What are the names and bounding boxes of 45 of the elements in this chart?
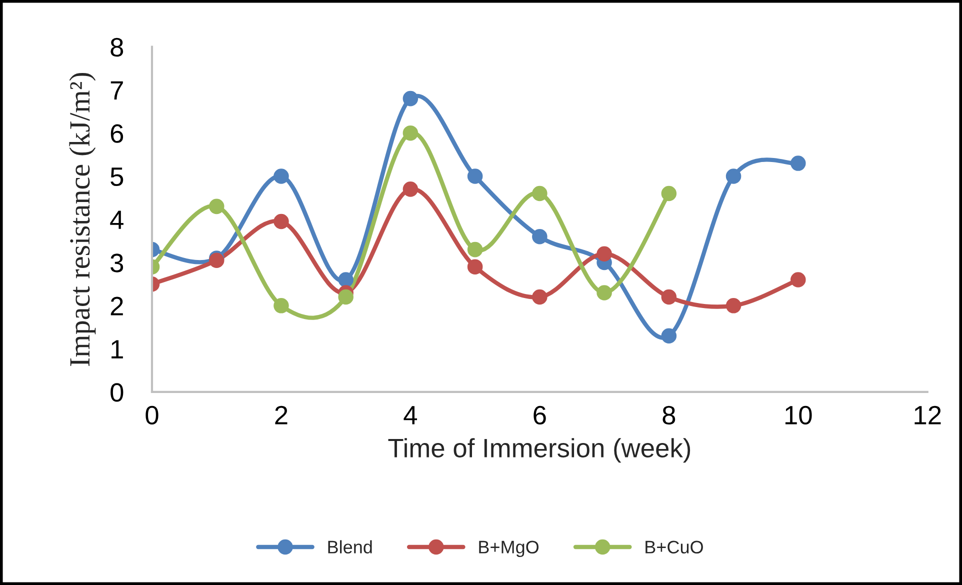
point bbox=[790, 272, 806, 288]
point bbox=[532, 186, 548, 202]
point bbox=[402, 90, 418, 106]
point bbox=[467, 168, 483, 184]
y-tick-label: 4 bbox=[110, 210, 124, 229]
y-tick-label: 8 bbox=[110, 38, 124, 57]
point bbox=[726, 168, 742, 184]
point bbox=[274, 214, 289, 230]
legend-label: B+CuO bbox=[646, 540, 703, 554]
x-tick-label: 6 bbox=[534, 406, 546, 425]
x-tick-label: 2 bbox=[275, 406, 288, 424]
x-tick-label: 8 bbox=[662, 406, 676, 425]
y-axis-title: Impact resistance (kJ/m²) bbox=[69, 72, 96, 366]
point bbox=[208, 198, 224, 214]
point bbox=[467, 259, 483, 274]
point bbox=[596, 246, 612, 262]
point bbox=[338, 289, 354, 305]
x-tick-label: 12 bbox=[914, 406, 941, 424]
x-tick-label: 0 bbox=[146, 406, 158, 425]
y-tick-label: 3 bbox=[110, 254, 124, 272]
x-tick-label: 10 bbox=[785, 406, 812, 425]
y-tick-label: 5 bbox=[110, 168, 124, 186]
point bbox=[402, 182, 418, 197]
point bbox=[661, 328, 677, 344]
point bbox=[274, 168, 289, 184]
x-tick-label: 4 bbox=[404, 406, 418, 424]
point bbox=[467, 242, 483, 258]
y-tick-label: 7 bbox=[110, 81, 123, 100]
point bbox=[661, 289, 677, 305]
point bbox=[402, 125, 418, 141]
legend-label: Blend bbox=[328, 540, 372, 554]
point bbox=[790, 156, 806, 171]
point bbox=[532, 228, 548, 244]
point bbox=[532, 289, 548, 305]
point bbox=[338, 272, 354, 288]
point bbox=[596, 285, 612, 300]
point bbox=[274, 298, 289, 314]
y-tick-label: 0 bbox=[110, 383, 124, 402]
y-tick-label: 2 bbox=[110, 296, 123, 316]
point bbox=[661, 186, 677, 202]
point bbox=[726, 298, 742, 314]
y-tick-label: 6 bbox=[110, 124, 124, 143]
legend-label: B+MgO bbox=[479, 540, 539, 558]
x-axis-title: Time of Immersion (week) bbox=[388, 438, 690, 463]
y-tick-label: 1 bbox=[112, 340, 123, 358]
